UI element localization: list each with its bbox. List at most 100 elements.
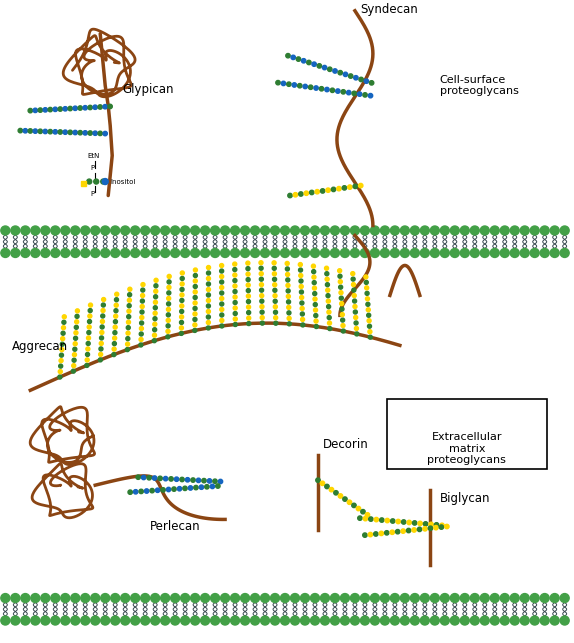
Circle shape (342, 329, 346, 333)
Circle shape (312, 280, 316, 285)
Circle shape (136, 475, 141, 480)
Circle shape (193, 312, 197, 316)
Circle shape (180, 287, 184, 291)
Circle shape (200, 616, 210, 625)
Circle shape (131, 248, 139, 257)
Circle shape (78, 106, 83, 110)
Circle shape (300, 616, 309, 625)
Circle shape (31, 616, 40, 625)
Circle shape (440, 248, 449, 257)
Circle shape (125, 348, 129, 352)
Circle shape (510, 248, 519, 257)
Circle shape (439, 525, 444, 529)
Circle shape (370, 593, 379, 602)
Circle shape (170, 593, 180, 602)
Circle shape (81, 616, 90, 625)
Circle shape (87, 320, 91, 323)
Circle shape (139, 489, 144, 494)
Circle shape (300, 290, 304, 294)
Circle shape (281, 616, 289, 625)
Circle shape (141, 294, 145, 298)
Circle shape (470, 226, 479, 235)
Circle shape (103, 105, 107, 109)
Circle shape (290, 248, 300, 257)
Circle shape (540, 616, 549, 625)
Text: P: P (90, 190, 94, 197)
Circle shape (121, 248, 130, 257)
Circle shape (354, 76, 358, 80)
Circle shape (72, 364, 76, 368)
Circle shape (510, 593, 519, 602)
Circle shape (304, 191, 308, 195)
Circle shape (166, 324, 170, 328)
Circle shape (61, 593, 70, 602)
Circle shape (166, 335, 170, 339)
Circle shape (451, 226, 459, 235)
Circle shape (530, 616, 539, 625)
Circle shape (207, 320, 210, 325)
Circle shape (413, 521, 417, 525)
Circle shape (58, 130, 63, 134)
Circle shape (301, 318, 305, 322)
Circle shape (233, 278, 237, 282)
Circle shape (126, 320, 130, 324)
Circle shape (550, 226, 559, 235)
Circle shape (363, 533, 367, 538)
Circle shape (101, 314, 104, 318)
Circle shape (93, 105, 98, 109)
Circle shape (286, 53, 290, 58)
Circle shape (112, 347, 116, 351)
Circle shape (260, 299, 264, 303)
Circle shape (180, 477, 184, 482)
Circle shape (314, 319, 318, 323)
Circle shape (91, 226, 100, 235)
Circle shape (216, 484, 220, 488)
Circle shape (1, 616, 10, 625)
Circle shape (100, 593, 110, 602)
Circle shape (73, 336, 77, 340)
Circle shape (180, 298, 184, 302)
Circle shape (127, 309, 131, 313)
Circle shape (207, 271, 211, 275)
Text: Extracellular
matrix
proteoglycans: Extracellular matrix proteoglycans (428, 432, 506, 466)
Circle shape (43, 129, 48, 134)
Circle shape (233, 306, 237, 310)
Circle shape (352, 299, 356, 303)
Circle shape (153, 333, 157, 337)
Circle shape (38, 108, 42, 113)
Circle shape (350, 226, 359, 235)
Circle shape (60, 353, 64, 357)
Circle shape (307, 60, 311, 65)
Circle shape (490, 226, 499, 235)
Circle shape (220, 296, 224, 300)
Circle shape (354, 316, 358, 320)
Circle shape (440, 226, 449, 235)
Circle shape (343, 72, 348, 77)
Circle shape (166, 313, 170, 317)
Circle shape (401, 616, 409, 625)
Circle shape (98, 358, 102, 362)
Circle shape (139, 343, 143, 347)
Circle shape (18, 129, 22, 133)
Circle shape (207, 293, 211, 297)
Circle shape (11, 226, 20, 235)
Circle shape (520, 616, 529, 625)
Circle shape (313, 308, 317, 312)
Circle shape (112, 352, 116, 357)
Circle shape (560, 616, 569, 625)
Circle shape (331, 226, 339, 235)
Circle shape (88, 314, 92, 318)
Text: Biglycan: Biglycan (440, 492, 490, 505)
Circle shape (347, 500, 352, 505)
Circle shape (410, 226, 420, 235)
Circle shape (323, 66, 327, 70)
Circle shape (207, 282, 211, 286)
Circle shape (234, 323, 237, 327)
Circle shape (325, 484, 329, 489)
Circle shape (390, 593, 400, 602)
Circle shape (358, 516, 362, 520)
Circle shape (141, 282, 145, 287)
Circle shape (430, 593, 439, 602)
Circle shape (156, 488, 160, 493)
Circle shape (33, 129, 37, 133)
